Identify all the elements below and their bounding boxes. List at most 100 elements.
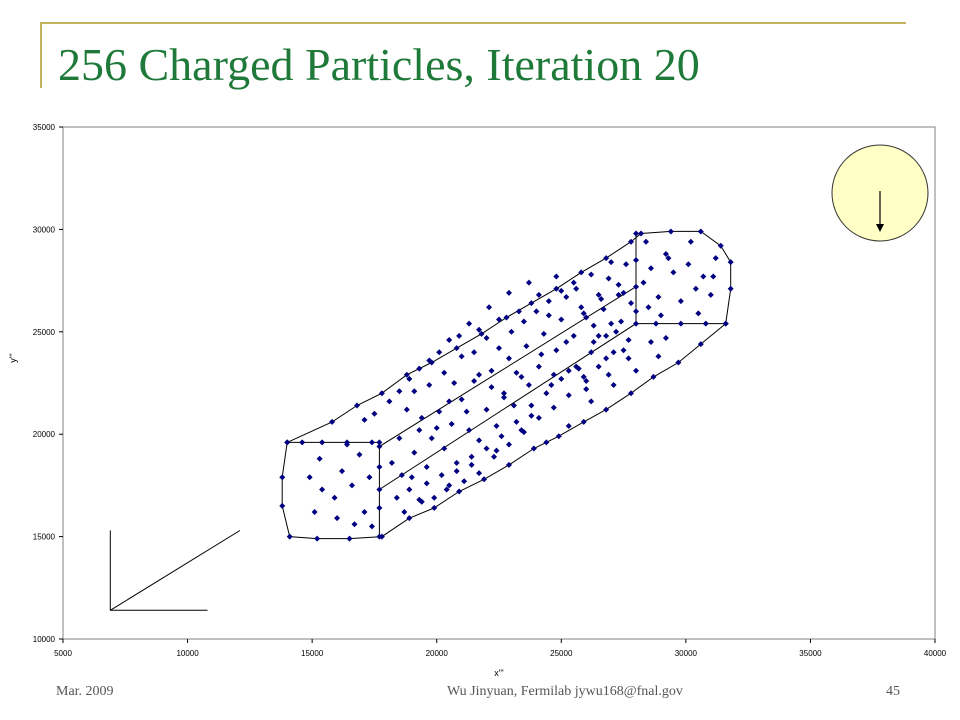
particle-point [368,439,375,446]
particle-point [628,300,635,307]
particle-point [279,502,286,509]
particle-point [346,535,353,542]
particle-point [486,304,493,311]
particle-point [505,441,512,448]
particle-point [496,345,502,352]
particle-point [530,445,537,452]
plot-border [62,126,936,640]
particle-point [438,472,445,479]
particle-point [540,330,547,337]
particle-point [633,367,640,374]
particle-point [361,509,368,516]
particle-point [533,308,540,315]
particle-point [505,289,512,296]
particle-point [471,377,478,384]
y-tick-label: 25000 [33,328,56,337]
particle-point [727,285,734,292]
x-tick-label: 20000 [426,649,449,658]
particle-point [608,259,615,266]
particle-point [493,447,500,454]
x-tick-label: 5000 [54,649,72,658]
particle-point [525,382,532,389]
particle-point [376,504,383,511]
particle-point [590,339,597,346]
particle-point [329,418,336,425]
particle-point [625,355,632,362]
particle-point [468,461,475,468]
particle-point [458,353,465,360]
particle-point [717,242,724,249]
particle-point [311,509,318,516]
particle-point [515,308,522,315]
footer-page-number: 45 [886,684,900,699]
particle-point [687,238,694,245]
particle-point [453,459,460,466]
particle-point [483,406,490,413]
x-tick-label: 15000 [301,649,324,658]
particle-point [306,474,313,481]
particle-point [563,339,570,346]
particle-point [386,398,393,405]
particle-point [483,445,490,452]
particle-point [580,373,587,380]
particle-point [620,347,627,354]
particle-point [590,322,597,329]
direction-inset [831,144,929,242]
particle-point [595,291,602,298]
axis-ticks: 5000 10000 15000 20000 25000 30000 35000 40000 1… [33,123,947,658]
particle-point [565,367,572,374]
particle-point [702,320,709,327]
particle-point [553,285,560,292]
x-tick-label: 10000 [176,649,199,658]
particle-point [416,365,423,372]
particle-point [446,398,453,405]
particle-point [633,320,640,327]
particle-point [583,386,590,393]
particle-point [595,363,602,370]
particle-point [600,306,607,313]
x-tick-label: 30000 [675,649,698,658]
particle-point [476,371,483,378]
particle-point [319,439,326,446]
particle-point [331,494,338,501]
particle-point [665,255,672,262]
particle-point [371,410,378,417]
particle-point [500,390,507,397]
particle-point [431,494,438,501]
particle-point [505,461,512,468]
particle-point [520,318,527,325]
particle-point [543,390,550,397]
particle-point [498,433,505,440]
particle-point [535,363,542,370]
particle-point [423,463,430,470]
particle-point [650,373,657,380]
particle-point [466,427,473,434]
y-tick-label: 35000 [33,123,56,132]
slide-title: 256 Charged Particles, Iteration 20 [58,39,700,90]
footer-date: Mar. 2009 [56,684,114,699]
particle-point [633,257,640,264]
particle-point [550,404,557,411]
particle-point [518,373,525,380]
particle-point [543,439,550,446]
particle-point [398,472,405,479]
particle-point [351,521,358,528]
particle-point [428,435,435,442]
particle-point [580,310,587,317]
particle-point [468,453,475,460]
particle-point [491,453,498,460]
particle-point [615,291,622,298]
footer-author: Wu Jinyuan, Fermilab jywu168@fnal.gov [447,684,683,699]
particle-point [376,463,383,470]
particle-point [570,279,577,286]
particle-point [727,259,734,266]
particle-point [573,363,580,370]
particle-point [433,425,440,432]
particle-point [662,250,669,257]
x-tick-label: 25000 [550,649,573,658]
particle-point [558,316,565,323]
particle-point [555,433,562,440]
particle-point [441,445,448,452]
particle-point [553,347,560,354]
particle-point [633,230,640,237]
